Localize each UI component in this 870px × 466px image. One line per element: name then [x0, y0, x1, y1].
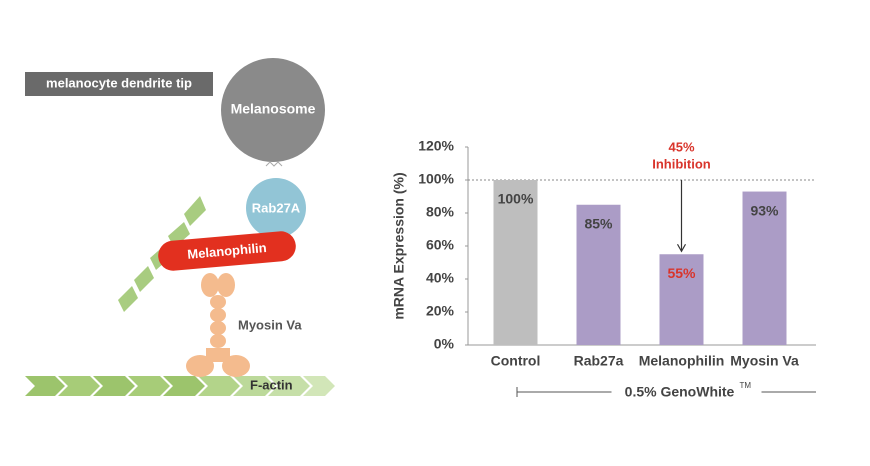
melanosome — [221, 58, 325, 162]
value-label: 100% — [498, 191, 534, 207]
bar — [493, 180, 538, 345]
factin-label: F-actin — [250, 377, 293, 392]
y-tick-label: 80% — [426, 204, 455, 220]
annotation: 45% — [668, 139, 694, 154]
bar — [576, 204, 621, 345]
diagram: melanocyte dendrite tip Mela — [25, 58, 335, 396]
x-tick-label: Rab27a — [574, 353, 624, 369]
value-label: 55% — [667, 265, 696, 281]
arrow-head — [676, 243, 687, 253]
myosin — [186, 273, 250, 377]
melanosome-label: Melanosome — [231, 101, 316, 117]
y-tick-label: 100% — [418, 171, 454, 187]
group-label-sup: TM — [740, 381, 752, 390]
melanophilin — [158, 231, 296, 271]
x-tick-label: Myosin Va — [730, 353, 799, 369]
myosin-label: Myosin Va — [238, 317, 302, 332]
chart: mRNA Expression (%) 0% 20% 40% 60% 80% 100% 12… — [391, 138, 816, 400]
y-tick-label: 60% — [426, 237, 455, 253]
melanophilin-label: Melanophilin — [187, 240, 268, 262]
bar — [659, 254, 704, 345]
linker — [265, 161, 283, 167]
value-label: 85% — [584, 215, 613, 231]
rab27a-label: Rab27A — [252, 200, 301, 215]
rab27a — [246, 178, 306, 238]
y-tick-label: 40% — [426, 270, 455, 286]
y-tick-label: 0% — [434, 336, 455, 352]
y-tick-label: 20% — [426, 303, 455, 319]
group-label: 0.5% GenoWhite — [625, 384, 735, 400]
value-label: 93% — [750, 202, 779, 218]
bar — [742, 191, 787, 345]
location-box — [25, 72, 213, 96]
location-label: melanocyte dendrite tip — [46, 75, 192, 90]
x-tick-label: Control — [491, 353, 541, 369]
x-tick-label: Melanophilin — [639, 353, 725, 369]
annotation: Inhibition — [652, 156, 711, 171]
factin-chevrons — [25, 376, 335, 396]
y-tick-label: 120% — [418, 138, 454, 154]
y-axis-label: mRNA Expression (%) — [391, 172, 407, 319]
